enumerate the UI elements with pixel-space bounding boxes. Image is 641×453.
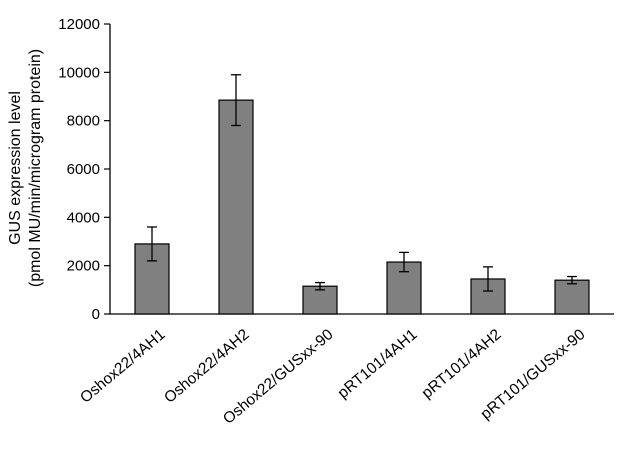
y-axis-label: GUS expression level (pmol MU/min/microg… xyxy=(7,49,44,287)
x-tick-label: pRT101/4AH2 xyxy=(419,326,505,402)
error-bars xyxy=(147,74,577,292)
y-tick-label: 2000 xyxy=(67,258,100,275)
bar xyxy=(302,285,338,315)
x-tick-label: pRT101/4AH1 xyxy=(335,326,421,402)
y-tick-label: 4000 xyxy=(67,209,100,226)
bar xyxy=(554,279,590,315)
bar xyxy=(218,99,254,315)
bars xyxy=(134,99,590,315)
category-labels: Oshox22/4AH1Oshox22/4AH2Oshox22/GUSxx-90… xyxy=(77,326,589,428)
y-tick-label: 10000 xyxy=(58,64,100,81)
y-axis: 0 2000 4000 6000 8000 10000 12000 xyxy=(58,16,111,323)
y-tick-label: 8000 xyxy=(67,113,100,130)
y-axis-label-line-2: (pmol MU/min/microgram protein) xyxy=(27,49,44,287)
x-tick-label: Oshox22/4AH2 xyxy=(161,326,252,407)
y-tick-label: 12000 xyxy=(58,16,100,33)
y-tick-label: 0 xyxy=(92,306,100,323)
y-axis-label-line-1: GUS expression level xyxy=(7,91,24,245)
x-tick-label: Oshox22/4AH1 xyxy=(77,326,168,407)
y-tick-label: 6000 xyxy=(67,161,100,178)
